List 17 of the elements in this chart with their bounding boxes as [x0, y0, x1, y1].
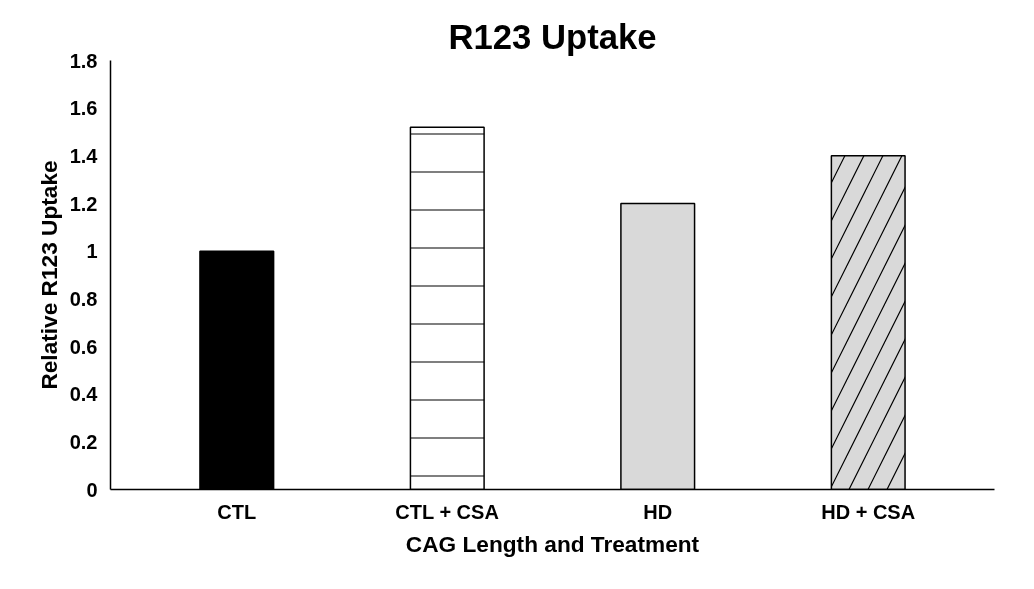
- x-tick-label: CTL + CSA: [395, 500, 499, 523]
- y-tick-label: 1: [86, 240, 98, 263]
- x-tick-label: CTL: [217, 500, 257, 523]
- x-tick-label: HD + CSA: [821, 500, 916, 523]
- y-tick-label: 1.4: [69, 144, 99, 167]
- y-tick-label: 0.6: [69, 335, 98, 358]
- y-tick-label: 0.8: [69, 287, 98, 310]
- y-tick-label: 0.2: [69, 430, 98, 453]
- chart-title: R123 Uptake: [448, 17, 657, 56]
- y-axis-title: Relative R123 Uptake: [35, 160, 62, 390]
- y-tick-label: 1.2: [69, 192, 98, 215]
- y-tick-label: 1.6: [69, 97, 98, 120]
- y-tick-label: 1.8: [69, 49, 98, 72]
- x-tick-label: HD: [643, 500, 673, 523]
- y-tick-label: 0.4: [69, 383, 99, 406]
- x-axis-title: CAG Length and Treatment: [405, 530, 700, 557]
- y-tick-label: 0: [86, 478, 98, 501]
